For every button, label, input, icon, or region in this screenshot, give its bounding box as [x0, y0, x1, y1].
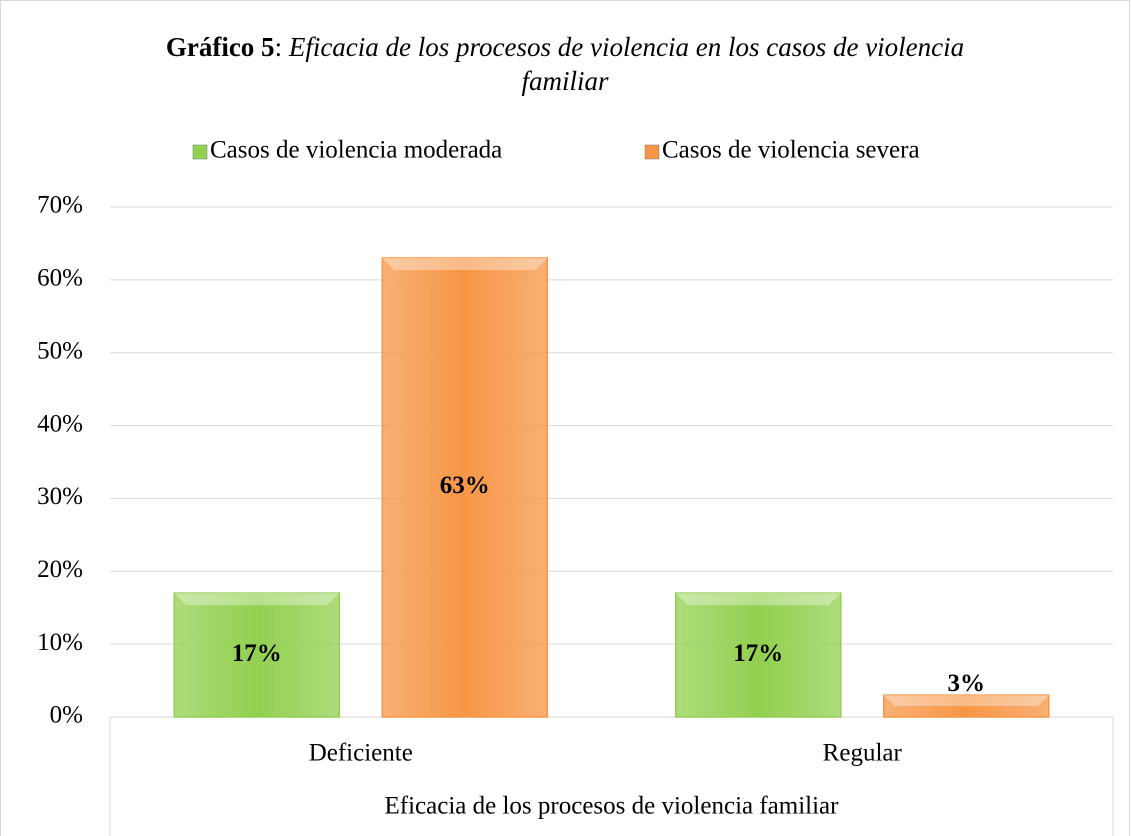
bar — [883, 694, 1050, 718]
value-label: 3% — [948, 670, 986, 697]
chart-title: Eficacia de los procesos de violencia en… — [288, 32, 965, 96]
y-tick-label: 10% — [37, 629, 83, 656]
value-label: 17% — [733, 640, 783, 667]
bar — [173, 592, 340, 718]
bar — [381, 257, 548, 718]
y-tick-label: 0% — [50, 702, 83, 729]
y-tick-label: 40% — [37, 410, 83, 437]
x-tick-label: Deficiente — [309, 740, 413, 767]
value-label: 63% — [440, 472, 490, 499]
y-tick-label: 30% — [37, 483, 83, 510]
x-axis-label: Eficacia de los procesos de violencia fa… — [385, 793, 840, 820]
bar-bevel — [675, 593, 841, 606]
value-label: 17% — [232, 640, 282, 667]
bar-bevel — [382, 258, 548, 270]
bar — [675, 592, 842, 718]
bar-bevel — [883, 695, 1049, 707]
y-tick-label: 60% — [37, 265, 83, 292]
x-tick-label: Regular — [823, 740, 903, 767]
bar-bevel — [174, 593, 340, 606]
y-tick-label: 20% — [37, 556, 83, 583]
chart-title-block: Gráfico 5: Eficacia de los procesos de v… — [165, 30, 965, 98]
legend-swatch — [192, 144, 208, 160]
chart-title-prefix: Gráfico 5 — [165, 32, 275, 62]
legend-label: Casos de violencia moderada — [210, 137, 502, 164]
legend-swatch — [644, 144, 660, 160]
legend-label: Casos de violencia severa — [662, 137, 920, 164]
y-tick-label: 70% — [37, 192, 83, 219]
chart-title-separator: : — [274, 32, 283, 62]
y-tick-label: 50% — [37, 337, 83, 364]
